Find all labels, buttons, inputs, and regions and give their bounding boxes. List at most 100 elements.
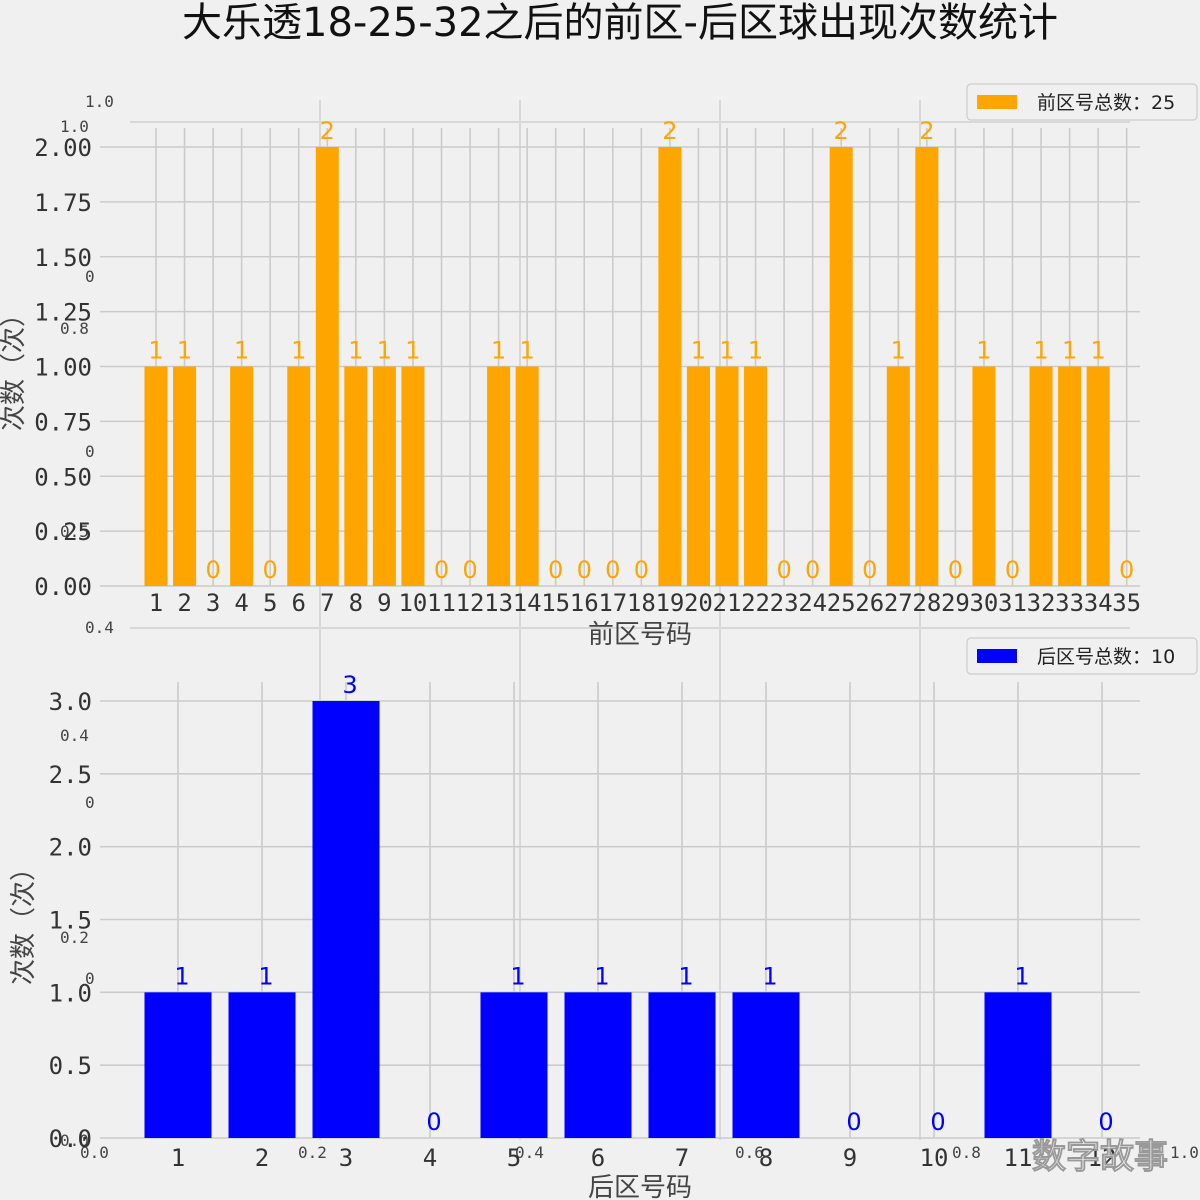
ghost-tick-label: 0.8: [952, 1143, 981, 1162]
data-label: 1: [291, 337, 306, 365]
x-tick-label: 31: [998, 589, 1027, 617]
front-zone-chart: 0.000.250.500.751.001.251.501.752.001 2 3 4…: [0, 83, 1198, 650]
ghost-tick-label: 0.5: [60, 522, 89, 541]
ghost-tick-label: 1.0: [60, 117, 89, 136]
data-label: 1: [520, 337, 535, 365]
ghost-tick-label: 0.2: [298, 1143, 327, 1162]
x-tick-label: 3: [206, 589, 220, 617]
ghost-tick-label: 1.0: [85, 92, 114, 111]
data-label: 1: [748, 337, 763, 365]
bar: [173, 366, 197, 586]
bar: [829, 147, 853, 586]
x-tick-label: 11: [1004, 1144, 1033, 1172]
data-label: 0: [577, 556, 592, 584]
y-tick-label: 3.0: [49, 688, 92, 716]
x-tick-label: 14: [513, 589, 542, 617]
data-label: 0: [862, 556, 877, 584]
x-tick-label: 9: [843, 1144, 857, 1172]
ghost-tick-label: 0.4: [60, 726, 89, 745]
legend-swatch: [977, 649, 1017, 663]
x-axis-label: 前区号码: [588, 620, 692, 650]
bar: [886, 366, 910, 586]
x-tick-label: 5: [263, 589, 277, 617]
x-tick-label: 6: [591, 1144, 605, 1172]
legend-label: 前区号总数：25: [1037, 92, 1175, 114]
x-tick-label: 9: [377, 589, 391, 617]
data-label: 1: [594, 962, 609, 990]
bar: [401, 366, 425, 586]
data-label: 0: [1098, 1108, 1113, 1136]
ghost-tick-label: 1.0: [1170, 1143, 1199, 1162]
bar: [230, 366, 254, 586]
data-label: 2: [662, 117, 677, 145]
data-label: 0: [434, 556, 449, 584]
y-tick-label: 0.0: [49, 1125, 92, 1153]
chart-title: 大乐透18-25-32之后的前区-后区球出现次数统计: [182, 0, 1058, 46]
bar: [972, 366, 996, 586]
ghost-tick-label: 0.6: [735, 1143, 764, 1162]
x-tick-label: 20: [684, 589, 713, 617]
bar: [744, 366, 768, 586]
bar: [144, 366, 168, 586]
data-label: 0: [634, 556, 649, 584]
x-tick-label: 33: [1055, 589, 1084, 617]
y-tick-label: 0.50: [34, 463, 92, 491]
data-label: 3: [342, 671, 357, 699]
x-tick-label: 32: [1027, 589, 1056, 617]
ghost-tick-label: 0.2: [60, 928, 89, 947]
x-axis-label: 后区号码: [588, 1173, 692, 1200]
y-tick-label: 1.50: [34, 244, 92, 272]
bar: [480, 992, 548, 1138]
ghost-tick-label: 0.0: [80, 1143, 109, 1162]
y-axis-label: 次数（次）: [9, 855, 39, 985]
x-tick-label: 13: [484, 589, 513, 617]
x-tick-label: 4: [423, 1144, 437, 1172]
x-tick-label: 7: [675, 1144, 689, 1172]
data-label: 1: [1033, 337, 1048, 365]
data-label: 1: [510, 962, 525, 990]
data-label: 1: [678, 962, 693, 990]
ghost-tick-label: 0.4: [515, 1143, 544, 1162]
legend: 前区号总数：25: [966, 83, 1198, 121]
x-tick-label: 15: [541, 589, 570, 617]
data-label: 0: [846, 1108, 861, 1136]
bar: [228, 992, 296, 1138]
data-label: 1: [348, 337, 363, 365]
bar: [487, 366, 511, 586]
data-label: 1: [377, 337, 392, 365]
x-tick-label: 4: [234, 589, 248, 617]
data-label: 0: [1005, 556, 1020, 584]
x-tick-label: 2: [177, 589, 191, 617]
y-tick-label: 0.25: [34, 518, 92, 546]
data-label: 0: [776, 556, 791, 584]
x-tick-label: 18: [627, 589, 656, 617]
x-tick-label: 26: [855, 589, 884, 617]
data-label: 2: [834, 117, 849, 145]
ghost-tick-layer: 1.0 1.0 0 0.8 0 0.5 0.4 0.4 0 0.2 0 0.00.0 0.2 0.4 0.6…: [60, 92, 1199, 1162]
bar: [315, 147, 339, 586]
ghost-tick-label: 0: [85, 969, 95, 988]
ghost-tick-label: 0.4: [85, 618, 114, 637]
legend: 后区号总数：10: [966, 637, 1198, 675]
data-label: 1: [174, 962, 189, 990]
data-label: 0: [930, 1108, 945, 1136]
x-tick-label: 6: [292, 589, 306, 617]
x-tick-label: 24: [798, 589, 827, 617]
y-tick-label: 0.00: [34, 573, 92, 601]
data-label: 0: [205, 556, 220, 584]
bar: [312, 701, 380, 1138]
x-tick-label: 25: [827, 589, 856, 617]
ghost-tick-label: 0.0: [60, 1131, 89, 1150]
data-label: 1: [1091, 337, 1106, 365]
x-tick-label: 2: [255, 1144, 269, 1172]
ghost-tick-label: 0.8: [60, 319, 89, 338]
data-label: 0: [605, 556, 620, 584]
ghost-tick-label: 0: [85, 793, 95, 812]
bar: [564, 992, 632, 1138]
x-tick-label: 7: [320, 589, 334, 617]
data-label: 0: [1119, 556, 1134, 584]
y-tick-label: 2.00: [34, 134, 92, 162]
x-tick-label: 8: [759, 1144, 773, 1172]
y-tick-label: 1.5: [49, 907, 92, 935]
